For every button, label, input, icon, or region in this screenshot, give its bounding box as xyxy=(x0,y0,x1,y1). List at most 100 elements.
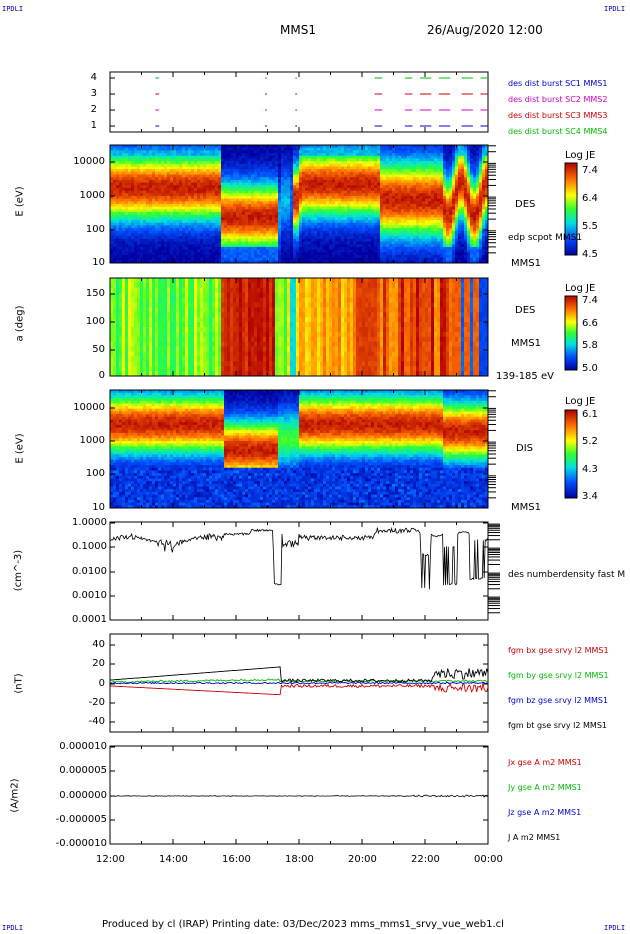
spec-cell xyxy=(374,230,378,235)
spec-cell xyxy=(314,252,318,256)
spec-cell xyxy=(410,201,414,205)
spec-cell xyxy=(206,238,210,243)
spec-cell xyxy=(131,249,135,253)
spec-cell xyxy=(281,147,285,151)
spec-cell xyxy=(227,209,231,213)
spec-cell xyxy=(341,217,345,221)
spec-cell xyxy=(395,174,399,178)
spec-cell xyxy=(215,238,219,243)
spec-cell xyxy=(110,161,114,165)
spec-cell xyxy=(224,246,228,251)
spec-cell xyxy=(155,155,159,160)
spec-cell xyxy=(428,177,432,181)
spec-cell xyxy=(425,230,429,235)
spec-cell xyxy=(431,190,435,194)
spec-cell xyxy=(446,217,450,221)
spec-cell xyxy=(260,201,264,205)
spec-cell xyxy=(266,254,270,259)
spec-cell xyxy=(401,204,405,208)
spec-cell xyxy=(284,182,288,186)
spec-cell xyxy=(269,155,273,160)
spec-cell xyxy=(221,214,225,219)
spec-cell xyxy=(176,228,180,232)
spec-cell xyxy=(338,212,342,216)
spec-cell xyxy=(416,220,420,224)
spec-cell xyxy=(158,257,162,261)
spec-cell xyxy=(122,220,126,224)
spec-cell xyxy=(224,225,228,229)
spec-cell xyxy=(338,169,342,173)
spec-cell xyxy=(128,153,132,157)
spec-cell xyxy=(380,169,384,173)
spec-cell xyxy=(119,147,123,151)
spec-cell xyxy=(329,155,333,160)
spec-cell xyxy=(260,163,264,168)
spec-cell xyxy=(311,179,315,184)
spec-cell xyxy=(269,166,273,170)
spec-cell xyxy=(416,193,420,197)
spec-cell xyxy=(203,225,207,229)
spec-cell xyxy=(176,244,180,248)
spec-cell xyxy=(371,166,375,170)
spec-cell xyxy=(431,260,435,263)
spec-cell xyxy=(203,222,207,227)
spec-cell xyxy=(176,147,180,151)
spec-cell xyxy=(155,150,159,154)
spec-cell xyxy=(368,169,372,173)
spec-cell xyxy=(233,174,237,178)
spec-cell xyxy=(356,169,360,173)
spec-cell xyxy=(131,171,135,176)
spec-cell xyxy=(404,153,408,157)
spec-cell xyxy=(173,225,177,229)
spec-cell xyxy=(350,260,354,263)
spec-cell xyxy=(332,249,336,253)
spec-cell xyxy=(257,212,261,216)
spec-cell xyxy=(443,236,447,240)
spec-cell xyxy=(143,252,147,256)
spec-cell xyxy=(206,145,210,149)
spec-cell xyxy=(230,204,234,208)
spec-cell xyxy=(356,214,360,219)
spec-cell xyxy=(218,190,222,194)
spec-cell xyxy=(440,201,444,205)
spec-cell xyxy=(197,209,201,213)
spec-cell xyxy=(185,254,189,259)
spec-cell xyxy=(257,233,261,237)
spec-cell xyxy=(368,249,372,253)
spec-cell xyxy=(386,182,390,186)
spec-cell xyxy=(386,190,390,194)
spec-cell xyxy=(308,169,312,173)
spec-cell xyxy=(266,244,270,248)
spec-cell xyxy=(119,222,123,227)
spec-cell xyxy=(233,225,237,229)
spec-cell xyxy=(137,209,141,213)
spec-cell xyxy=(143,233,147,237)
spec-cell xyxy=(170,222,174,227)
spec-cell xyxy=(197,179,201,184)
spec-cell xyxy=(173,174,177,178)
spec-cell xyxy=(389,150,393,154)
spec-cell xyxy=(311,244,315,248)
spec-cell xyxy=(185,163,189,168)
spec-cell xyxy=(119,190,123,194)
spec-cell xyxy=(314,260,318,263)
spec-cell xyxy=(431,204,435,208)
spec-cell xyxy=(305,185,309,189)
spec-cell xyxy=(263,150,267,154)
spec-cell xyxy=(362,252,366,256)
spec-cell xyxy=(185,147,189,151)
spec-cell xyxy=(215,171,219,176)
spec-cell xyxy=(248,163,252,168)
spec-cell xyxy=(350,193,354,197)
spec-cell xyxy=(224,220,228,224)
spec-cell xyxy=(365,163,369,168)
spec-cell xyxy=(362,182,366,186)
spec-cell xyxy=(386,185,390,189)
spec-cell xyxy=(191,233,195,237)
spec-cell xyxy=(215,155,219,160)
spec-cell xyxy=(428,150,432,154)
spec-cell xyxy=(419,225,423,229)
spec-cell xyxy=(143,174,147,178)
spec-cell xyxy=(413,206,417,210)
spec-cell xyxy=(257,161,261,165)
